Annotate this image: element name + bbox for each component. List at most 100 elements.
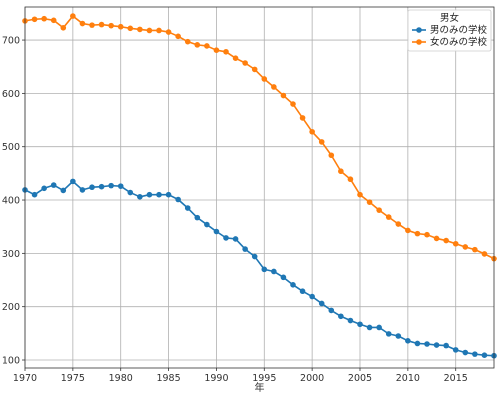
data-point	[117, 23, 124, 30]
data-point	[31, 16, 38, 23]
x-tick-label: 1980	[109, 373, 133, 384]
data-point	[146, 191, 153, 198]
data-point	[70, 13, 76, 19]
data-point	[184, 205, 191, 211]
data-point	[376, 207, 382, 213]
data-point	[98, 183, 105, 190]
series-1	[22, 178, 497, 359]
y-tick-label: 300	[2, 249, 20, 260]
legend-swatch-marker	[416, 39, 422, 45]
data-point	[98, 21, 105, 28]
data-point	[338, 168, 344, 175]
data-point	[79, 20, 86, 27]
data-point	[137, 26, 143, 33]
data-point	[213, 228, 220, 235]
data-point	[443, 342, 449, 349]
data-point	[165, 191, 172, 198]
y-tick-label: 700	[2, 36, 20, 47]
data-point	[414, 230, 421, 237]
data-point	[50, 182, 57, 188]
x-tick-label: 2010	[396, 373, 420, 384]
data-point	[433, 235, 440, 242]
data-point	[385, 331, 392, 337]
data-point	[290, 101, 296, 107]
data-point	[443, 237, 449, 244]
legend-item: 男のみの学校	[412, 24, 488, 36]
data-point	[31, 191, 38, 198]
series-line	[24, 180, 495, 357]
legend-label: 女のみの学校	[430, 36, 488, 48]
data-point	[41, 15, 47, 22]
data-point	[481, 251, 488, 257]
data-point	[328, 307, 335, 314]
data-point	[242, 60, 248, 66]
data-point	[472, 351, 478, 357]
data-point	[376, 324, 382, 331]
data-point	[347, 176, 354, 183]
data-point	[50, 17, 57, 24]
data-point	[137, 194, 143, 200]
data-point	[385, 214, 392, 220]
data-point	[251, 253, 258, 260]
data-point	[347, 317, 354, 324]
data-point	[481, 352, 488, 359]
data-point	[357, 321, 363, 328]
data-point	[251, 66, 258, 73]
data-point	[299, 288, 306, 295]
data-point	[127, 189, 134, 196]
y-tick-label: 500	[2, 142, 20, 153]
x-tick-label: 2005	[348, 373, 372, 384]
x-tick-label: 2015	[444, 373, 468, 384]
y-tick-label: 200	[2, 302, 20, 313]
data-point	[60, 24, 67, 31]
data-point	[117, 183, 124, 189]
data-point	[165, 29, 172, 35]
data-point	[357, 191, 363, 198]
data-point	[204, 43, 210, 49]
legend-item: 女のみの学校	[412, 36, 488, 48]
data-point	[433, 342, 440, 348]
data-point	[452, 347, 459, 353]
data-point	[175, 33, 181, 40]
y-tick-label: 600	[2, 89, 20, 100]
data-point	[223, 48, 229, 55]
data-point	[309, 293, 315, 300]
data-point	[223, 235, 229, 241]
data-point	[309, 128, 315, 135]
data-point	[395, 221, 402, 227]
data-point	[366, 324, 373, 331]
data-point	[328, 152, 335, 159]
data-point	[232, 55, 239, 61]
x-tick-label: 1975	[61, 373, 85, 384]
data-point	[472, 246, 478, 253]
data-point	[213, 47, 220, 53]
data-point	[280, 92, 287, 99]
data-point	[338, 313, 344, 320]
y-axis: 100 200 300 400 500 600 700	[2, 36, 25, 367]
data-point	[89, 184, 95, 191]
data-point	[89, 22, 95, 28]
data-point	[452, 240, 459, 247]
data-point	[232, 236, 239, 242]
data-point	[108, 182, 114, 189]
legend-title: 男女	[440, 12, 459, 24]
data-point	[175, 196, 181, 203]
legend-swatch-marker	[416, 27, 422, 33]
data-point	[156, 191, 162, 198]
data-point	[414, 340, 421, 347]
data-point	[79, 187, 86, 193]
data-point	[184, 38, 191, 45]
data-point	[156, 27, 162, 34]
data-point	[405, 227, 411, 234]
data-point	[41, 185, 47, 192]
data-point	[271, 268, 277, 275]
series-line	[24, 15, 495, 260]
data-point	[290, 282, 296, 288]
data-point	[242, 246, 248, 252]
data-point	[405, 338, 411, 344]
y-tick-label: 100	[2, 356, 20, 367]
x-tick-label: 1985	[156, 373, 180, 384]
data-point	[318, 300, 325, 307]
data-point	[108, 22, 114, 29]
